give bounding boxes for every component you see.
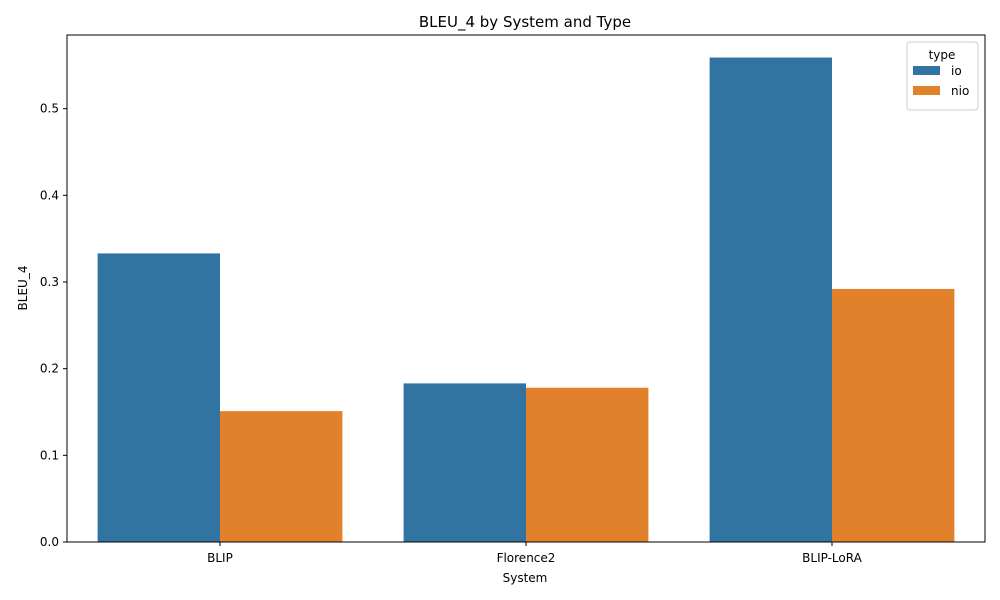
legend: type io nio [906, 41, 979, 111]
x-tick-label: BLIP-LoRA [802, 551, 862, 565]
bar-florence2-nio [526, 387, 649, 542]
bar-blip-lora-nio [832, 288, 955, 542]
bar-blip-lora-io [709, 57, 832, 542]
legend-label-io: io [951, 64, 962, 78]
y-axis-ticks: 0.0 0.1 0.2 0.3 0.4 0.5 [40, 102, 67, 549]
bar-blip-io [97, 253, 220, 542]
chart-title: BLEU_4 by System and Type [419, 13, 631, 32]
legend-items: io nio [913, 64, 969, 98]
legend-label-nio: nio [951, 84, 969, 98]
legend-swatch-io [913, 66, 940, 75]
bars-group [97, 57, 955, 542]
y-tick-label: 0.5 [40, 102, 59, 116]
x-tick-label: Florence2 [497, 551, 556, 565]
y-tick-label: 0.0 [40, 535, 59, 549]
x-axis-ticks: BLIP Florence2 BLIP-LoRA [207, 542, 863, 565]
y-tick-label: 0.2 [40, 362, 59, 376]
y-tick-label: 0.4 [40, 188, 59, 202]
legend-swatch-nio [913, 86, 940, 95]
bar-blip-nio [220, 411, 343, 542]
y-axis-label: BLEU_4 [16, 266, 30, 311]
legend-title: type [929, 48, 956, 62]
bar-florence2-io [403, 383, 526, 542]
y-tick-label: 0.3 [40, 275, 59, 289]
x-axis-label: System [503, 571, 548, 585]
plot-frame [66, 34, 986, 543]
x-tick-label: BLIP [207, 551, 233, 565]
y-tick-label: 0.1 [40, 448, 59, 462]
